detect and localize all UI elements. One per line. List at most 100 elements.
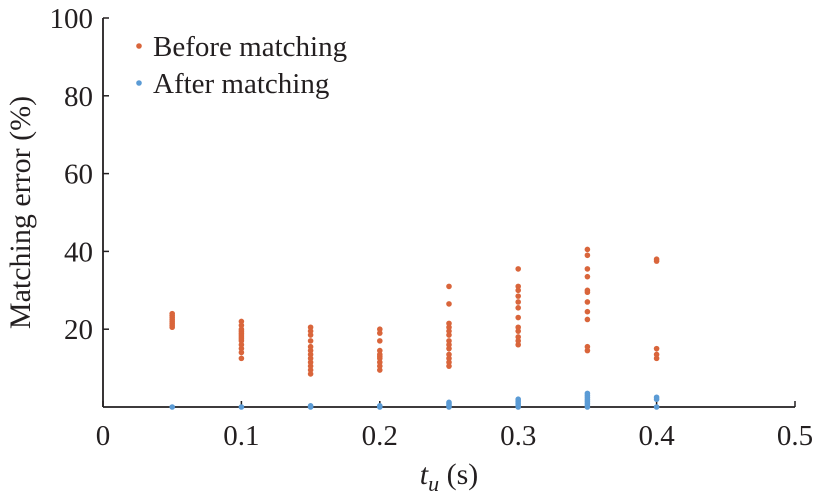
data-point <box>653 345 660 352</box>
data-point <box>584 390 591 397</box>
data-point <box>377 347 383 354</box>
data-point <box>446 301 452 307</box>
x-axis-label-rest: (s) <box>439 458 478 491</box>
data-point <box>515 293 521 299</box>
data-point <box>446 359 452 366</box>
data-point <box>515 328 521 334</box>
data-point <box>584 299 591 305</box>
data-point <box>377 359 383 366</box>
legend-label: Before matching <box>153 31 347 63</box>
data-point <box>515 338 521 344</box>
data-point <box>238 345 245 352</box>
x-tick-label: 0.5 <box>777 420 813 452</box>
data-point <box>515 341 521 348</box>
data-point <box>653 351 660 358</box>
x-tick-label: 0.2 <box>362 420 398 452</box>
data-point <box>515 314 521 321</box>
data-point <box>515 305 521 311</box>
data-point <box>584 266 591 272</box>
data-point <box>307 332 314 338</box>
data-point <box>446 399 452 406</box>
data-point <box>515 283 521 290</box>
data-point <box>584 246 591 253</box>
data-point <box>169 310 175 317</box>
data-point <box>377 351 383 358</box>
data-point <box>238 404 245 410</box>
data-point <box>307 367 314 373</box>
x-tick-label: 0.3 <box>500 420 536 452</box>
data-point <box>515 396 521 403</box>
data-point <box>446 320 452 327</box>
data-point <box>307 355 314 362</box>
data-point <box>446 338 452 344</box>
y-axis-label: Matching error (%) <box>4 96 37 329</box>
data-point <box>238 326 245 333</box>
data-points <box>169 246 660 410</box>
data-point <box>238 318 245 325</box>
data-point <box>446 328 452 334</box>
data-point <box>377 403 383 409</box>
data-point <box>515 324 521 331</box>
data-point <box>653 355 660 362</box>
data-point <box>307 363 314 369</box>
data-point <box>584 308 591 315</box>
data-point <box>584 273 591 280</box>
y-tick-label: 60 <box>64 159 93 191</box>
y-tick-label: 40 <box>64 236 93 268</box>
data-point <box>584 316 591 323</box>
series-before-matching <box>169 246 660 377</box>
series-after-matching <box>169 390 660 410</box>
x-tick-label: 0.1 <box>223 420 259 452</box>
data-point <box>446 324 452 331</box>
data-point <box>584 343 591 350</box>
data-point <box>307 328 314 334</box>
data-point <box>238 355 245 362</box>
data-point <box>584 347 591 354</box>
y-tick-label: 20 <box>64 314 93 346</box>
data-point <box>377 338 383 344</box>
data-point <box>515 299 521 305</box>
data-point <box>653 256 660 262</box>
data-point <box>515 287 521 294</box>
data-point <box>446 351 452 358</box>
legend-marker <box>136 43 142 49</box>
data-point <box>515 266 521 272</box>
ticks: 0 0.1 0.2 0.3 0.4 0.5 20 40 60 80 100 <box>50 3 814 452</box>
data-point <box>307 403 314 409</box>
data-point <box>307 324 314 331</box>
data-point <box>238 322 245 329</box>
data-point <box>584 287 591 294</box>
y-tick-label: 100 <box>50 3 94 35</box>
data-point <box>238 341 245 348</box>
data-point <box>653 394 660 401</box>
data-point <box>446 363 452 369</box>
legend-marker <box>136 80 142 86</box>
legend: Before matching After matching <box>136 31 347 100</box>
data-point <box>307 371 314 377</box>
x-tick-label: 0.4 <box>638 420 675 452</box>
data-point <box>169 404 175 410</box>
data-point <box>377 363 383 369</box>
data-point <box>307 347 314 354</box>
y-tick-label: 80 <box>64 81 93 113</box>
data-point <box>653 404 660 410</box>
x-axis-label-main: t <box>420 458 429 491</box>
data-point <box>446 332 452 338</box>
data-point <box>446 341 452 348</box>
data-point <box>515 334 521 340</box>
data-point <box>307 338 314 344</box>
data-point <box>307 359 314 366</box>
data-point <box>377 367 383 373</box>
data-point <box>307 343 314 350</box>
data-point <box>377 330 383 336</box>
data-point <box>446 283 452 290</box>
data-point <box>377 326 383 333</box>
legend-label: After matching <box>153 68 329 100</box>
x-axis-label-sub: u <box>428 471 439 496</box>
data-point <box>238 349 245 356</box>
data-point <box>584 252 591 259</box>
x-axis-label: tu (s) <box>420 458 479 496</box>
data-point <box>446 355 452 362</box>
